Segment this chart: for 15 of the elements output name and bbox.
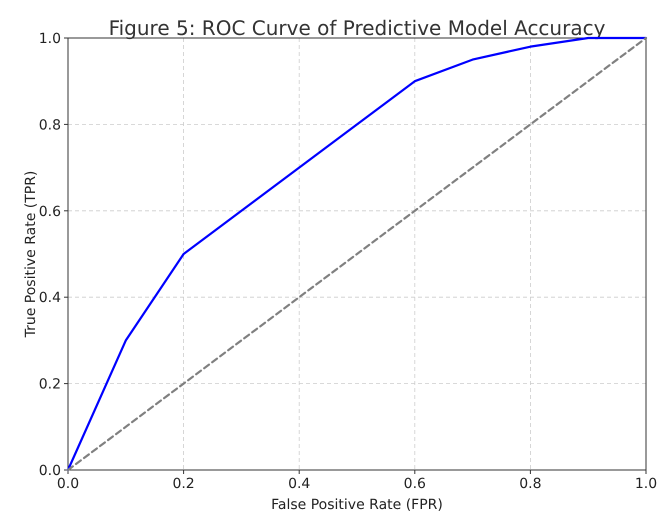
y-tick-label: 0.2 xyxy=(38,376,61,393)
x-tick-label: 0.6 xyxy=(404,476,426,492)
y-tick-label: 0.0 xyxy=(38,463,61,479)
x-tick-label: 0.8 xyxy=(519,476,542,492)
x-axis-title: False Positive Rate (FPR) xyxy=(271,497,443,513)
x-tick-label: 0.2 xyxy=(172,476,195,492)
x-tick-label: 0.4 xyxy=(288,476,310,492)
y-tick-label: 0.8 xyxy=(38,117,61,134)
x-tick-label: 1.0 xyxy=(634,476,658,492)
chart-title: Figure 5: ROC Curve of Predictive Model Accuracy xyxy=(108,16,606,40)
y-axis-title: True Positive Rate (TPR) xyxy=(23,170,39,338)
y-tick-label: 0.4 xyxy=(38,290,62,306)
x-tick-label: 0.0 xyxy=(56,476,80,492)
y-tick-label: 1.0 xyxy=(38,31,61,47)
y-tick-label: 0.6 xyxy=(38,204,62,220)
